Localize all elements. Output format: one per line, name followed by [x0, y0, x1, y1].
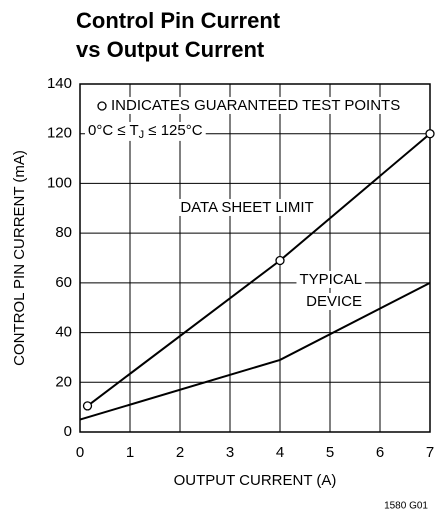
label-background — [296, 270, 365, 288]
series-label: DEVICE — [306, 293, 362, 310]
x-tick-label: 7 — [426, 444, 434, 461]
label-background — [85, 121, 206, 141]
x-tick-label: 3 — [226, 444, 234, 461]
chart-title: vs Output Current — [76, 37, 265, 62]
legend-note: INDICATES GUARANTEED TEST POINTS — [111, 97, 400, 114]
x-tick-label: 6 — [376, 444, 384, 461]
y-tick-label: 0 — [64, 423, 72, 440]
y-tick-label: 40 — [55, 324, 72, 341]
y-tick-label: 100 — [47, 174, 72, 191]
plot-frame — [79, 83, 431, 433]
condition-note: 0°C ≤ TJ ≤ 125°C — [88, 122, 203, 141]
test-point — [82, 401, 93, 411]
chart-title: Control Pin Current — [76, 8, 281, 33]
test-point — [425, 129, 435, 139]
y-tick-label: 80 — [55, 224, 72, 241]
x-tick-label: 4 — [276, 444, 284, 461]
x-tick-label: 1 — [126, 444, 134, 461]
test-point — [275, 255, 285, 266]
y-tick-label: 60 — [55, 274, 72, 291]
label-background — [303, 292, 365, 310]
y-tick-label: 120 — [47, 125, 72, 142]
series-label: DATA SHEET LIMIT — [180, 199, 313, 216]
series-label: TYPICAL — [299, 271, 362, 288]
x-tick-label: 0 — [76, 444, 84, 461]
label-background — [177, 198, 317, 216]
legend-marker — [97, 101, 107, 111]
y-axis-label: CONTROL PIN CURRENT (mA) — [11, 150, 28, 366]
condition-part: J — [139, 129, 145, 141]
y-tick-label: 20 — [55, 373, 72, 390]
x-tick-label: 5 — [326, 444, 334, 461]
series-line — [79, 281, 431, 421]
series-line — [86, 132, 431, 407]
footnote: 1580 G01 — [384, 501, 428, 512]
y-tick-label: 140 — [47, 75, 72, 92]
label-background — [108, 96, 404, 114]
condition-part: 0°C ≤ T — [88, 122, 139, 139]
x-tick-label: 2 — [176, 444, 184, 461]
condition-part: ≤ 125°C — [144, 122, 203, 139]
x-axis-label: OUTPUT CURRENT (A) — [174, 472, 337, 489]
